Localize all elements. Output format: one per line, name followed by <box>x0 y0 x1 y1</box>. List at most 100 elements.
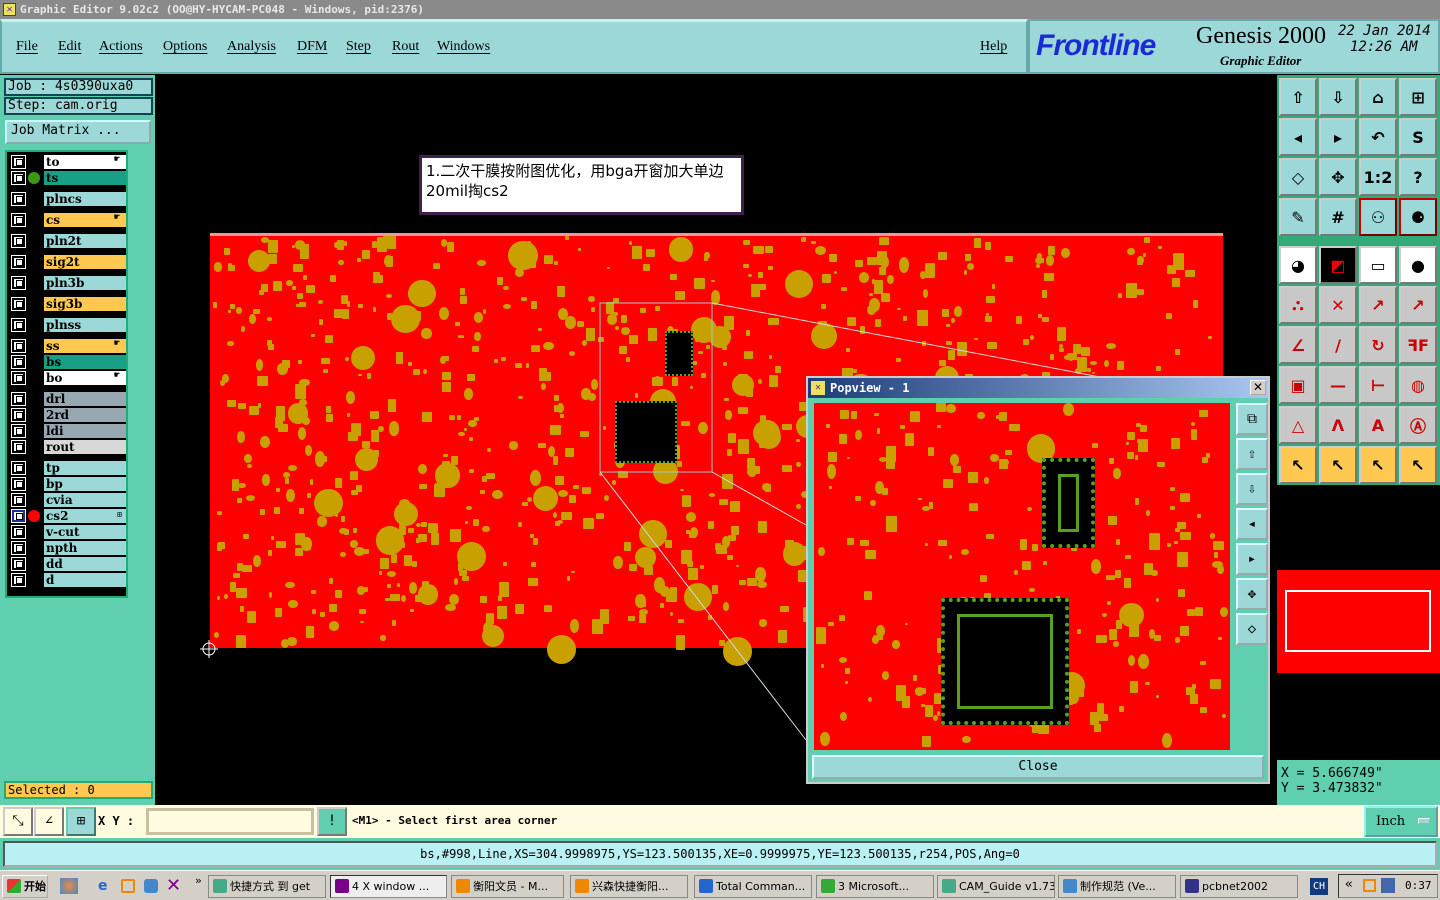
layer-name[interactable]: d <box>44 573 126 587</box>
layer-checkbox[interactable] <box>11 541 26 555</box>
mirror-icon[interactable]: ꟻF <box>1399 326 1437 364</box>
layer-checkbox[interactable] <box>11 509 26 523</box>
line-edit-icon[interactable]: / <box>1319 326 1357 364</box>
layer-checkbox[interactable] <box>11 424 26 438</box>
pan-left-icon[interactable]: ◂ <box>1236 508 1268 540</box>
layer-row-drl[interactable]: drl <box>9 391 127 407</box>
home-icon[interactable]: ⌂ <box>1359 78 1397 116</box>
features-icon[interactable]: ◍ <box>1399 366 1437 404</box>
pan-left-icon[interactable]: ◂ <box>1279 118 1317 156</box>
measure-icon[interactable]: ▭ <box>1359 246 1397 284</box>
layer-row-pln3b[interactable]: pln3b <box>9 275 127 291</box>
layer-checkbox[interactable] <box>11 573 26 587</box>
layer-name[interactable]: 2rd <box>44 408 126 422</box>
taskbar-item[interactable]: Total Comman... <box>694 875 812 898</box>
layer-checkbox[interactable] <box>11 339 26 353</box>
layer-name[interactable]: cs2 <box>44 509 126 523</box>
xy-input[interactable] <box>146 808 314 835</box>
start-button[interactable]: 开始 <box>2 875 48 898</box>
menu-options[interactable]: Options <box>163 39 208 54</box>
add-triangle-icon[interactable]: △ <box>1279 406 1317 444</box>
layer-display-b-icon[interactable]: ⚈ <box>1399 198 1437 236</box>
menu-file[interactable]: File <box>16 39 38 54</box>
app-icon[interactable] <box>144 879 158 893</box>
menu-actions[interactable]: Actions <box>99 39 143 54</box>
zoom-1-2-icon[interactable]: 1:2 <box>1359 158 1397 196</box>
taskbar-item[interactable]: 衡阳文员 - M... <box>451 875 564 898</box>
layer-row-to[interactable]: to ☛ <box>9 154 127 170</box>
overview-viewport[interactable] <box>1285 590 1431 652</box>
layer-name[interactable]: bo <box>44 371 126 385</box>
overview-map[interactable] <box>1277 485 1440 760</box>
layer-row-cs[interactable]: cs ☛ <box>9 212 127 228</box>
zoom-out-icon[interactable]: ⇩ <box>1319 78 1357 116</box>
layer-name[interactable]: pln3b <box>44 276 126 290</box>
zoom-out-icon[interactable]: ⇩ <box>1236 473 1268 505</box>
close-icon[interactable]: ✕ <box>1250 380 1266 395</box>
layer-row-bo[interactable]: bo ☛ <box>9 370 127 386</box>
layer-row-sig2t[interactable]: sig2t <box>9 254 127 270</box>
zoom-profile-icon[interactable]: ◇ <box>1236 613 1268 645</box>
more-icon[interactable]: » <box>195 874 202 887</box>
layer-row-pln2t[interactable]: pln2t <box>9 233 127 249</box>
layer-row-ss[interactable]: ss ☛ <box>9 338 127 354</box>
layer-name[interactable]: bp <box>44 477 126 491</box>
layer-row-plnss[interactable]: plnss <box>9 317 127 333</box>
menu-step[interactable]: Step <box>346 39 371 54</box>
taskbar-item[interactable]: 4 X window ... <box>330 875 447 898</box>
layer-row-bs[interactable]: bs <box>9 354 127 370</box>
undo-view-icon[interactable]: ↶ <box>1359 118 1397 156</box>
x-window-icon[interactable]: ✕ <box>166 875 182 896</box>
grid-icon[interactable]: # <box>1319 198 1357 236</box>
layer-name[interactable]: dd <box>44 557 126 571</box>
segment-icon[interactable]: — <box>1319 366 1357 404</box>
layer-checkbox[interactable] <box>11 318 26 332</box>
zoom-fit-icon[interactable]: ◇ <box>1279 158 1317 196</box>
pan-right-icon[interactable]: ▸ <box>1236 543 1268 575</box>
layer-checkbox[interactable] <box>11 408 26 422</box>
zoom-in-icon[interactable]: ⇧ <box>1236 438 1268 470</box>
popview-title-bar[interactable]: ✕ Popview - 1 ✕ <box>808 378 1268 398</box>
layer-name[interactable]: ts <box>44 171 126 185</box>
menu-analysis[interactable]: Analysis <box>227 39 276 54</box>
select-net-icon[interactable]: ↖ <box>1399 446 1437 484</box>
taskbar-item[interactable]: CAM_Guide v1.73 <box>937 875 1055 898</box>
add-arc-c-icon[interactable]: Ⓐ <box>1399 406 1437 444</box>
layer-name[interactable]: ss <box>44 339 126 353</box>
taskbar-item[interactable]: 快捷方式 到 get <box>208 875 326 898</box>
layer-row-dd[interactable]: dd <box>9 556 127 572</box>
arc-icon[interactable]: ↻ <box>1359 326 1397 364</box>
add-arc-b-icon[interactable]: A <box>1359 406 1397 444</box>
layer-name[interactable]: plnss <box>44 318 126 332</box>
layer-checkbox[interactable] <box>11 355 26 369</box>
job-matrix-button[interactable]: Job Matrix ... <box>5 120 151 144</box>
layer-checkbox[interactable] <box>11 297 26 311</box>
layer-row-ts[interactable]: ts <box>9 170 127 186</box>
zoom-in-icon[interactable]: ⇧ <box>1279 78 1317 116</box>
layer-row-sig3b[interactable]: sig3b <box>9 296 127 312</box>
layer-name[interactable]: rout <box>44 440 126 454</box>
taskbar-item[interactable]: 制作规范 (Ve... <box>1058 875 1176 898</box>
select-area-icon[interactable]: ◩ <box>1319 246 1357 284</box>
menu-dfm[interactable]: DFM <box>297 39 328 54</box>
layer-name[interactable]: cvia <box>44 493 126 507</box>
delete-icon[interactable]: ✕ <box>1319 286 1357 324</box>
layer-display-a-icon[interactable]: ⚇ <box>1359 198 1397 236</box>
layer-checkbox[interactable] <box>11 276 26 290</box>
help-icon[interactable]: ? <box>1399 158 1437 196</box>
layer-name[interactable]: ldi <box>44 424 126 438</box>
view-link-icon[interactable]: ⧉ <box>1236 403 1268 435</box>
layer-row-ldi[interactable]: ldi <box>9 423 127 439</box>
move-point-icon[interactable]: ↗ <box>1359 286 1397 324</box>
zoom-fit-icon[interactable]: ✥ <box>1236 578 1268 610</box>
layer-name[interactable]: tp <box>44 461 126 475</box>
layer-checkbox[interactable] <box>11 213 26 227</box>
measure-icon[interactable]: ⤡ <box>3 807 33 836</box>
alert-icon[interactable]: ! <box>317 807 347 836</box>
taskbar-item[interactable]: 兴森快捷衡阳... <box>570 875 688 898</box>
layer-name[interactable]: npth <box>44 541 126 555</box>
menu-rout[interactable]: Rout <box>392 39 420 54</box>
layer-checkbox[interactable] <box>11 234 26 248</box>
layer-checkbox[interactable] <box>11 371 26 385</box>
layer-row-bp[interactable]: bp <box>9 476 127 492</box>
